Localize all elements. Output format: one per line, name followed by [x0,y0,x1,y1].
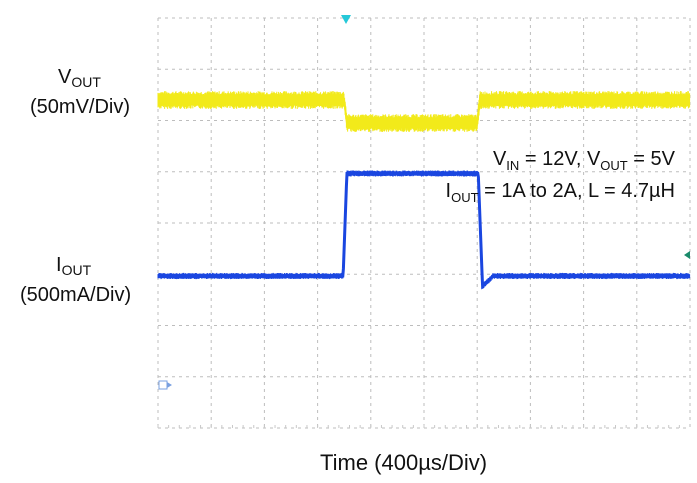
scope-markers [158,15,690,390]
vout-label: VOUT [58,66,101,90]
scope-traces [157,90,691,290]
channel-ground-marker [158,380,168,390]
test-conditions-line-1: VIN = 12V, VOUT = 5V [492,148,675,173]
iout-label: IOUT [56,254,92,278]
iout-scale-label: (500mA/Div) [20,284,132,306]
trigger-position-marker [341,15,351,24]
trace-iout-line [158,172,690,290]
channel-ground-arrow [167,382,172,388]
trigger-level-marker [684,251,690,259]
vout-scale-label: (50mV/Div) [30,96,131,118]
time-axis-label: Time (400µs/Div) [320,450,488,475]
trace-vout-line [158,99,690,125]
test-conditions-line-2: IOUT = 1A to 2A, L = 4.7µH [445,180,675,205]
scope-grid [157,17,691,429]
